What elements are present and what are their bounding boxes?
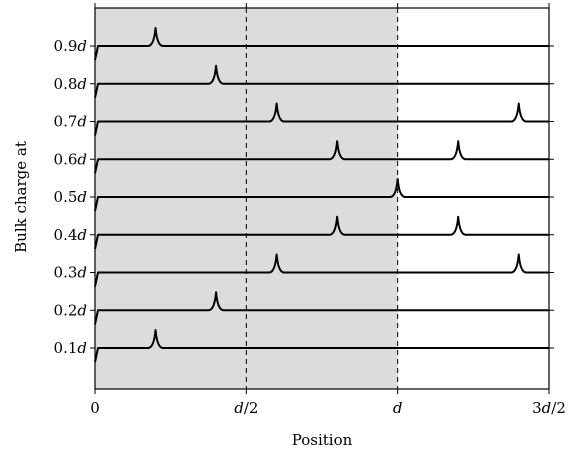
y-tick-label: 0.8d bbox=[54, 75, 87, 93]
series-line-0_1d bbox=[94, 329, 549, 363]
series-line-0_7d bbox=[94, 102, 549, 136]
labels-layer: 0.1d 0.2d 0.3d 0.4d 0.5d 0.6d 0.7d 0.8d 0.9d 0 d/2… bbox=[54, 37, 566, 417]
y-tick-label: 0.5d bbox=[54, 188, 87, 206]
series-line-0_3d bbox=[94, 253, 549, 287]
y-tick-label: 0.9d bbox=[54, 37, 87, 55]
series-line-0_4d bbox=[94, 215, 549, 249]
x-tick-label: d bbox=[393, 399, 403, 417]
y-tick-label: 0.1d bbox=[54, 339, 87, 357]
plot-frame bbox=[94, 7, 550, 390]
y-tick-label: 0.2d bbox=[54, 301, 87, 319]
y-tick-label: 0.4d bbox=[54, 226, 87, 244]
plot-area bbox=[90, 3, 554, 394]
series-line-0_5d bbox=[94, 178, 549, 212]
series-line-0_2d bbox=[94, 291, 549, 325]
y-tick-label: 0.3d bbox=[54, 264, 87, 282]
series-line-0_6d bbox=[94, 140, 549, 174]
x-tick-label: 3d/2 bbox=[532, 399, 566, 417]
series-line-0_9d bbox=[94, 27, 549, 61]
x-axis-label: Position bbox=[292, 431, 353, 449]
y-axis-label: Bulk charge at bbox=[12, 141, 30, 253]
y-tick-label: 0.7d bbox=[54, 113, 87, 131]
x-tick-label: 0 bbox=[90, 399, 100, 417]
y-tick-label: 0.6d bbox=[54, 150, 87, 168]
series-line-0_8d bbox=[94, 64, 549, 98]
x-tick-label: d/2 bbox=[234, 399, 258, 417]
